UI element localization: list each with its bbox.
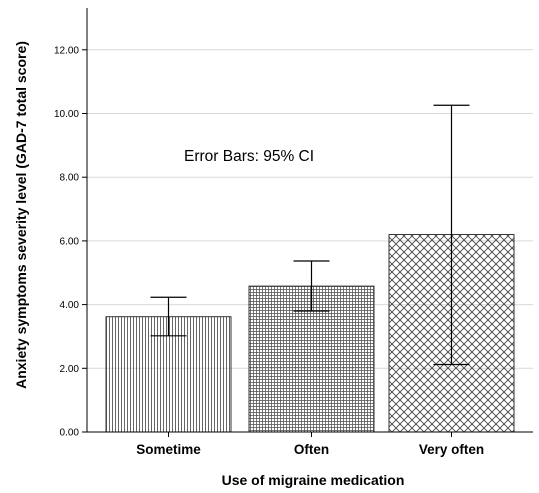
y-tick-label: 2.00 xyxy=(60,364,80,375)
y-tick-label: 0.00 xyxy=(60,428,80,439)
labels: Error Bars: 95% CI Use of migraine medic… xyxy=(13,41,404,488)
x-tick-label: Sometime xyxy=(136,442,201,457)
error-bars xyxy=(150,104,470,366)
bars xyxy=(105,234,515,433)
axes: 0.00 2.00 4.00 6.00 8.00 10.00 12.00 Sometime Of… xyxy=(54,8,533,457)
y-tick-label: 4.00 xyxy=(60,300,80,311)
x-tick-label: Very often xyxy=(419,442,484,457)
x-axis-title: Use of migraine medication xyxy=(222,472,405,488)
x-tick-label: Often xyxy=(294,442,329,457)
y-tick-label: 8.00 xyxy=(60,173,80,184)
y-tick-label: 10.00 xyxy=(54,109,79,120)
y-axis-title: Anxiety symptoms severity level (GAD-7 t… xyxy=(13,41,29,389)
error-bars-annotation: Error Bars: 95% CI xyxy=(184,148,314,165)
y-tick-label: 12.00 xyxy=(54,45,79,56)
y-tick-label: 6.00 xyxy=(60,236,80,247)
